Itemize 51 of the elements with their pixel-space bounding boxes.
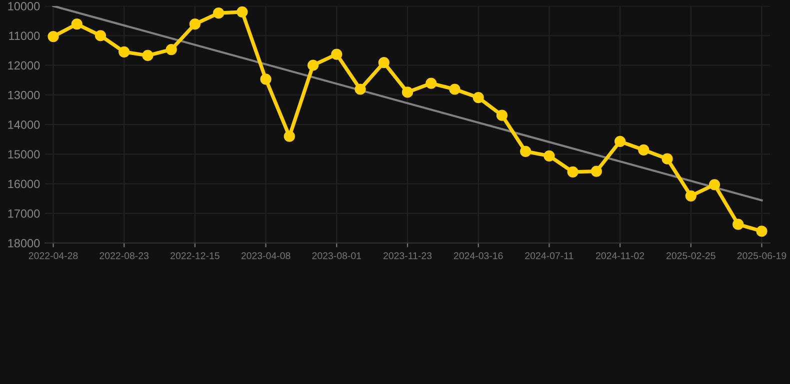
point bbox=[189, 18, 201, 30]
y-tick-label: 16000 bbox=[8, 180, 40, 188]
point bbox=[236, 6, 248, 18]
point bbox=[685, 190, 696, 202]
point bbox=[614, 136, 626, 147]
point bbox=[402, 86, 414, 98]
point bbox=[307, 60, 319, 71]
x-tick-label: 2022-08-23 bbox=[100, 252, 149, 260]
point bbox=[449, 84, 460, 95]
y-tick-label: 17000 bbox=[8, 209, 40, 218]
point bbox=[48, 30, 59, 42]
x-tick-label: 2023-04-08 bbox=[241, 252, 290, 260]
y-tick-label: 12000 bbox=[8, 61, 40, 70]
x-tick-label: 2025-02-25 bbox=[666, 252, 716, 260]
point bbox=[426, 78, 437, 89]
y-tick-label: 10000 bbox=[8, 2, 40, 10]
x-tick-label: 2022-04-28 bbox=[28, 252, 78, 260]
point bbox=[378, 57, 390, 68]
point bbox=[520, 146, 532, 158]
x-tick-label: 2025-06-19 bbox=[737, 252, 786, 260]
y-tick-label: 11000 bbox=[9, 32, 40, 40]
point bbox=[354, 84, 366, 95]
point bbox=[284, 130, 295, 142]
point bbox=[732, 218, 744, 230]
point bbox=[213, 8, 224, 19]
x-tick-label: 2023-08-01 bbox=[312, 252, 362, 260]
x-tick-label: 2024-03-16 bbox=[454, 252, 503, 260]
y-tick-label: 13000 bbox=[8, 90, 40, 100]
point bbox=[638, 144, 650, 156]
point bbox=[166, 44, 177, 56]
point bbox=[118, 46, 130, 58]
point bbox=[472, 92, 484, 104]
point bbox=[567, 166, 578, 178]
point bbox=[708, 179, 720, 190]
point bbox=[94, 30, 106, 42]
y-tick-label: 18000 bbox=[8, 239, 40, 248]
point bbox=[496, 110, 508, 121]
x-tick-label: 2022-12-15 bbox=[170, 252, 220, 260]
point bbox=[331, 48, 342, 60]
point bbox=[142, 50, 154, 62]
point bbox=[544, 150, 555, 162]
x-tick-label: 2024-07-11 bbox=[525, 252, 574, 260]
y-tick-label: 15000 bbox=[8, 150, 40, 159]
point bbox=[756, 226, 768, 237]
x-tick-label: 2024-11-02 bbox=[596, 252, 644, 260]
y-tick-label: 14000 bbox=[8, 120, 40, 129]
point bbox=[71, 18, 82, 30]
point bbox=[590, 166, 602, 177]
point bbox=[662, 153, 673, 164]
x-tick-label: 2023-11-23 bbox=[383, 252, 432, 260]
point bbox=[260, 74, 272, 85]
